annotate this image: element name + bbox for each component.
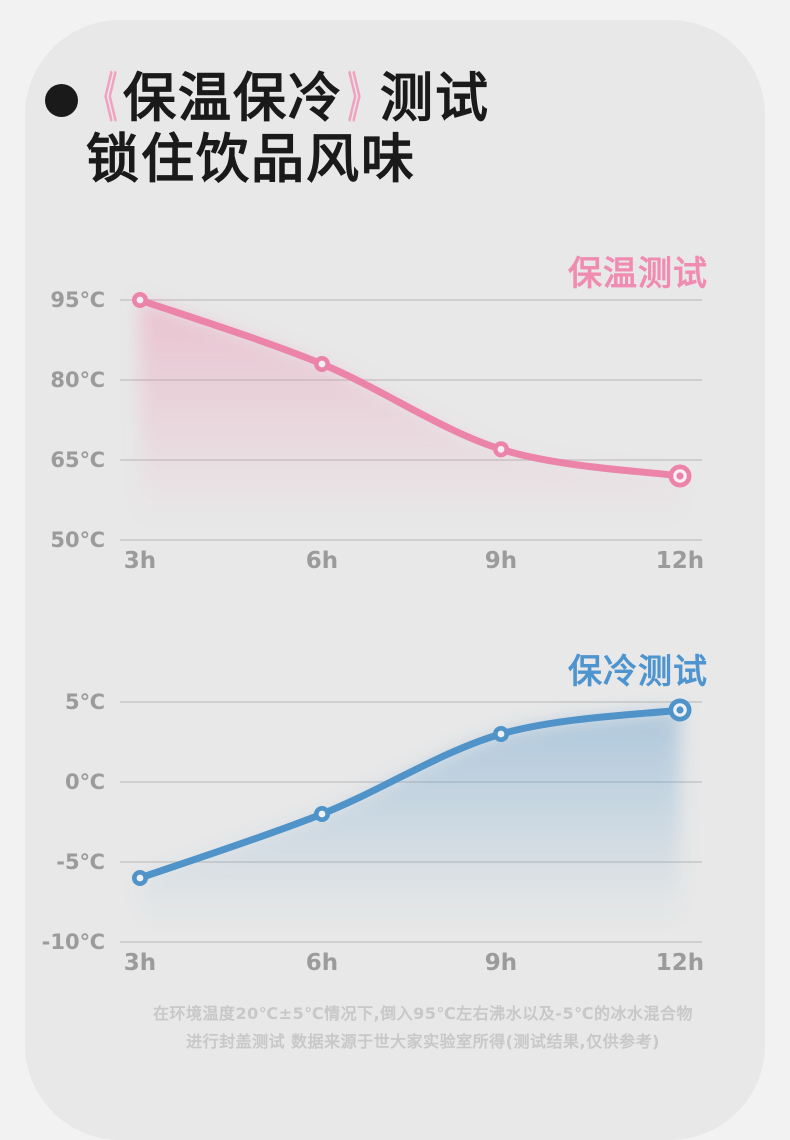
data-point-marker-dot [676,706,684,714]
data-point-marker-center [497,445,505,453]
data-line [136,706,684,882]
heat-retention-chart: 95℃ 80℃ 65℃ 50℃ 3h 6h 9h 12h [50,288,704,574]
open-bracket-icon: 《 [90,68,119,129]
data-point-marker-center [497,730,505,738]
content-card: 《保温保冷》测试 锁住饮品风味 保温测试 95℃ 80℃ 65℃ 50℃ 3h 6h 9h 1… [25,20,765,1140]
page-title: 《保温保冷》测试 锁住饮品风味 [86,68,490,190]
page-title-line1: 《保温保冷》测试 [86,68,490,129]
x-axis-tick-label: 9h [485,548,517,574]
x-axis-tick-label: 6h [306,950,338,976]
data-point-marker-dot [676,472,684,480]
x-axis-tick-label: 6h [306,548,338,574]
y-axis-tick-label: 80℃ [50,368,105,392]
y-axis-tick-label: 0℃ [65,770,105,794]
y-axis-tick-label: -10℃ [42,930,105,954]
data-line [136,296,684,480]
cold-retention-chart: 5℃ 0℃ -5℃ -10℃ 3h 6h 9h 12h [42,690,705,976]
page-header: 《保温保冷》测试 锁住饮品风味 [45,68,490,190]
close-bracket-icon: 》 [347,68,376,129]
y-axis-tick-label: 65℃ [50,448,105,472]
area-glow [140,300,680,560]
x-axis-tick-label: 3h [124,548,156,574]
heat-retention-chart-title: 保温测试 [568,254,708,294]
test-conditions-line2: 进行封盖测试 数据来源于世大家实验室所得(测试结果,仅供参考) [186,1032,660,1051]
y-axis-tick-label: -5℃ [56,850,105,874]
data-point-marker-center [136,296,144,304]
y-axis-tick-label: 5℃ [65,690,105,714]
test-conditions-line1: 在环境温度20℃±5℃情况下,倒入95℃左右沸水以及-5℃的冰水混合物 [153,1004,693,1023]
y-axis-tick-label: 50℃ [50,528,105,552]
y-axis-tick-label: 95℃ [50,288,105,312]
page-title-line2: 锁住饮品风味 [86,129,416,190]
x-axis-tick-label: 9h [485,950,517,976]
test-conditions-note: 在环境温度20℃±5℃情况下,倒入95℃左右沸水以及-5℃的冰水混合物 进行封盖… [25,1000,765,1056]
page-title-rest: 测试 [380,68,490,129]
data-point-marker-center [318,360,326,368]
area-glow [140,710,680,962]
bullet-dot-icon [45,84,78,117]
x-axis-tick-label: 12h [656,548,704,574]
data-point-marker-center [136,874,144,882]
data-point-marker-center [318,810,326,818]
x-axis-tick-label: 3h [124,950,156,976]
x-axis-tick-label: 12h [656,950,704,976]
cold-retention-chart-title: 保冷测试 [568,652,708,692]
page-title-highlight: 保温保冷 [123,68,343,129]
